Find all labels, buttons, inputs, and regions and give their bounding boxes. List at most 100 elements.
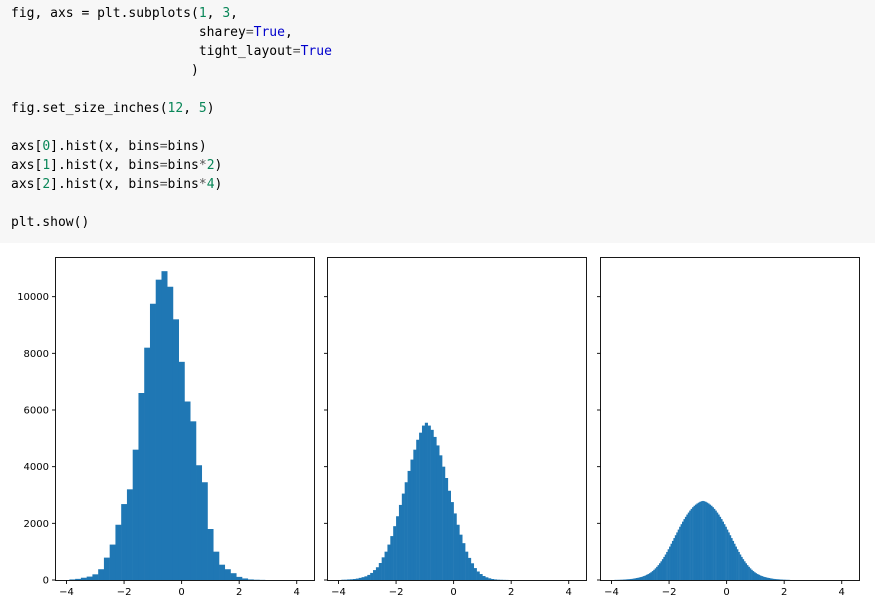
histogram-bar <box>695 505 697 580</box>
histogram-bar <box>679 527 681 580</box>
histogram-bar <box>741 557 743 580</box>
histogram-bar <box>647 574 649 580</box>
histogram-bar <box>173 319 179 580</box>
histogram-bar <box>138 393 144 580</box>
histogram-bar <box>740 555 742 581</box>
histogram-bar <box>92 574 98 580</box>
histogram-bar <box>721 519 723 580</box>
code-line <box>11 194 332 213</box>
histogram-bar <box>714 509 716 580</box>
code-token: axs[ <box>11 177 42 192</box>
code-token: , <box>183 101 199 116</box>
axes-frame <box>601 258 860 581</box>
x-tick-label: 4 <box>294 587 300 598</box>
x-tick-label: 2 <box>781 587 787 598</box>
code-line: axs[2].hist(x, bins=bins*4) <box>11 175 332 194</box>
code-line: axs[1].hist(x, bins=bins*2) <box>11 156 332 175</box>
histogram-bar <box>231 573 237 580</box>
histogram-bar <box>208 529 214 580</box>
histogram-bar <box>626 579 628 580</box>
histogram-bar <box>702 501 704 580</box>
code-token: axs[ <box>11 158 42 173</box>
code-block[interactable]: fig, axs = plt.subplots(1, 3, sharey=Tru… <box>11 4 332 232</box>
histogram-bar <box>780 579 782 580</box>
code-token: , <box>230 6 238 21</box>
histogram-bar <box>236 577 242 580</box>
code-cell[interactable]: fig, axs = plt.subplots(1, 3, sharey=Tru… <box>0 0 875 243</box>
histogram-bar <box>715 511 717 580</box>
histogram-bar <box>385 552 388 580</box>
histogram-bar <box>185 402 191 581</box>
histogram-bar <box>653 570 655 580</box>
histogram-bar <box>144 348 150 580</box>
code-token: bins <box>168 158 199 173</box>
code-token: ].hist(x, bins <box>50 177 160 192</box>
histogram-bar <box>150 304 156 580</box>
x-tick-label: 2 <box>236 587 242 598</box>
code-line: fig.set_size_inches(12, 5) <box>11 99 332 118</box>
code-token: axs[ <box>11 139 42 154</box>
histogram-bar <box>724 524 726 580</box>
histogram-bar <box>439 455 442 580</box>
histogram-bar <box>419 433 422 580</box>
histogram-bar <box>635 578 637 580</box>
histogram-bar <box>728 532 730 580</box>
histogram-bar <box>167 287 173 580</box>
histogram-bar <box>698 503 700 580</box>
histogram-bar <box>745 563 747 580</box>
histogram-bar <box>161 271 167 580</box>
histogram-bar <box>765 577 767 580</box>
histogram-bar <box>692 507 694 580</box>
y-tick-label: 4000 <box>24 462 49 473</box>
histogram-bar <box>396 516 399 580</box>
histogram-bar <box>656 567 658 580</box>
code-token: , <box>207 6 223 21</box>
histogram-bar <box>387 545 390 580</box>
histogram-bar <box>110 545 116 580</box>
x-tick-label: 4 <box>839 587 845 598</box>
histogram-bar <box>382 557 385 580</box>
histogram-bar <box>750 568 752 580</box>
histogram-bar <box>767 578 769 580</box>
code-line: sharey=True, <box>11 23 332 42</box>
histogram-bar <box>376 567 379 580</box>
histogram-bar <box>650 572 652 580</box>
histogram-bar <box>405 482 408 580</box>
histogram-bar <box>633 579 635 580</box>
histogram-bar <box>422 426 425 580</box>
histogram-bar <box>706 503 708 580</box>
code-token: 2 <box>42 177 50 192</box>
y-tick-label: 10000 <box>17 292 49 303</box>
histogram-bar <box>717 513 719 580</box>
histogram-bar <box>410 460 413 580</box>
histogram-bar <box>663 557 665 580</box>
histogram-bar <box>646 575 648 580</box>
histogram-bar <box>659 563 661 580</box>
code-line: tight_layout=True <box>11 42 332 61</box>
histogram-bar <box>672 541 674 580</box>
code-token: True <box>301 44 332 59</box>
y-tick-label: 0 <box>43 576 49 587</box>
histogram-bar <box>655 568 657 580</box>
histogram-bar <box>643 576 645 580</box>
code-line: axs[0].hist(x, bins=bins) <box>11 137 332 156</box>
histogram-bar <box>465 552 468 580</box>
histogram-bar <box>668 549 670 580</box>
histogram-bar <box>379 563 382 580</box>
x-tick-label: −4 <box>331 587 346 598</box>
histogram-bar <box>685 517 687 580</box>
histogram-bar <box>433 437 436 580</box>
histogram-bar <box>448 491 451 580</box>
histogram-bar <box>688 513 690 580</box>
histogram-bar <box>494 579 497 580</box>
histogram-bar <box>773 579 775 580</box>
histogram-bar <box>675 535 677 580</box>
histogram-bar <box>477 572 480 581</box>
histogram-bar <box>353 579 356 580</box>
histogram-bar <box>402 494 405 580</box>
code-token: ].hist(x, bins <box>50 139 160 154</box>
histogram-bar <box>757 574 759 580</box>
y-tick-label: 8000 <box>24 349 49 360</box>
code-token: 12 <box>168 101 184 116</box>
